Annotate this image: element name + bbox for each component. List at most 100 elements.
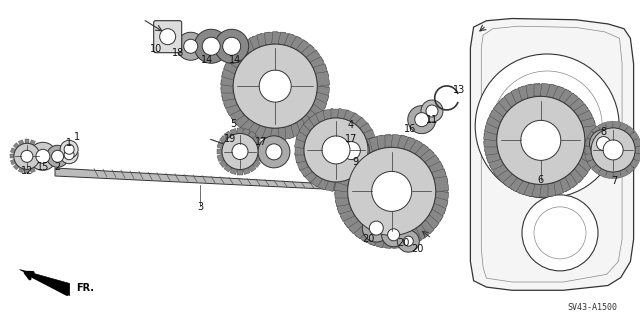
Polygon shape xyxy=(335,184,348,198)
Text: 10: 10 xyxy=(150,44,163,55)
Polygon shape xyxy=(619,168,628,177)
Polygon shape xyxy=(619,122,628,131)
Polygon shape xyxy=(243,129,250,135)
Circle shape xyxy=(497,96,585,184)
Text: 6: 6 xyxy=(538,175,544,185)
Circle shape xyxy=(521,120,561,160)
Polygon shape xyxy=(355,140,374,158)
Circle shape xyxy=(415,113,429,127)
Circle shape xyxy=(322,136,350,164)
Polygon shape xyxy=(344,178,356,190)
Polygon shape xyxy=(425,155,443,174)
Circle shape xyxy=(60,146,78,164)
Polygon shape xyxy=(377,234,392,249)
Text: 17: 17 xyxy=(345,134,358,144)
Polygon shape xyxy=(303,117,317,131)
Polygon shape xyxy=(309,113,323,126)
Polygon shape xyxy=(224,164,232,172)
Polygon shape xyxy=(429,161,446,180)
Polygon shape xyxy=(264,32,278,45)
Polygon shape xyxy=(584,140,598,155)
Polygon shape xyxy=(19,167,24,173)
Polygon shape xyxy=(559,174,577,192)
Text: 11: 11 xyxy=(426,115,438,125)
Circle shape xyxy=(596,137,611,151)
Polygon shape xyxy=(220,136,227,143)
Polygon shape xyxy=(420,149,439,168)
Circle shape xyxy=(64,144,74,154)
Polygon shape xyxy=(385,235,399,248)
Polygon shape xyxy=(499,169,517,188)
Circle shape xyxy=(47,145,68,167)
Polygon shape xyxy=(314,64,329,80)
Polygon shape xyxy=(231,44,249,63)
Polygon shape xyxy=(486,152,504,170)
Polygon shape xyxy=(306,104,324,122)
Circle shape xyxy=(362,214,390,242)
Polygon shape xyxy=(217,154,224,161)
Text: 3: 3 xyxy=(197,202,203,212)
Polygon shape xyxy=(362,228,380,246)
Polygon shape xyxy=(377,134,392,149)
Polygon shape xyxy=(349,220,368,239)
Text: 1: 1 xyxy=(74,132,80,142)
Polygon shape xyxy=(284,123,301,139)
Polygon shape xyxy=(410,140,428,158)
Text: 20: 20 xyxy=(397,238,410,248)
Polygon shape xyxy=(578,152,595,170)
Polygon shape xyxy=(349,144,368,163)
Text: 17: 17 xyxy=(255,137,268,147)
Polygon shape xyxy=(248,164,256,172)
Circle shape xyxy=(29,142,57,170)
Polygon shape xyxy=(231,110,249,128)
Polygon shape xyxy=(364,130,376,142)
Circle shape xyxy=(589,130,618,158)
Polygon shape xyxy=(337,108,349,120)
Polygon shape xyxy=(633,153,640,161)
Polygon shape xyxy=(257,32,272,47)
Polygon shape xyxy=(518,84,535,100)
Polygon shape xyxy=(360,123,373,136)
Polygon shape xyxy=(635,146,640,153)
Polygon shape xyxy=(484,146,500,163)
Polygon shape xyxy=(291,119,308,136)
Polygon shape xyxy=(272,32,286,45)
Polygon shape xyxy=(486,110,504,129)
Circle shape xyxy=(258,136,290,168)
Polygon shape xyxy=(511,86,529,103)
Polygon shape xyxy=(585,138,593,147)
Polygon shape xyxy=(585,153,593,161)
Polygon shape xyxy=(429,203,446,221)
Circle shape xyxy=(408,106,436,134)
Polygon shape xyxy=(253,160,260,167)
Circle shape xyxy=(60,140,78,158)
Polygon shape xyxy=(310,98,327,115)
Polygon shape xyxy=(484,133,497,147)
Polygon shape xyxy=(55,168,355,190)
Polygon shape xyxy=(368,145,377,155)
Polygon shape xyxy=(299,123,312,136)
Polygon shape xyxy=(256,142,263,149)
Polygon shape xyxy=(316,86,330,101)
Circle shape xyxy=(21,150,33,162)
Circle shape xyxy=(177,32,205,60)
Circle shape xyxy=(64,150,74,160)
Polygon shape xyxy=(397,135,414,151)
Polygon shape xyxy=(344,110,356,122)
Polygon shape xyxy=(493,98,512,117)
Polygon shape xyxy=(355,225,374,243)
Polygon shape xyxy=(564,93,583,112)
Text: 12: 12 xyxy=(20,166,33,176)
Polygon shape xyxy=(504,89,523,107)
Circle shape xyxy=(342,142,360,160)
Circle shape xyxy=(348,147,436,235)
Polygon shape xyxy=(355,117,369,131)
Circle shape xyxy=(36,149,50,163)
Polygon shape xyxy=(570,164,588,183)
Polygon shape xyxy=(13,143,19,149)
Polygon shape xyxy=(221,71,235,86)
Text: 2: 2 xyxy=(54,162,61,173)
Polygon shape xyxy=(340,209,358,228)
Polygon shape xyxy=(369,232,386,248)
Polygon shape xyxy=(585,133,598,147)
